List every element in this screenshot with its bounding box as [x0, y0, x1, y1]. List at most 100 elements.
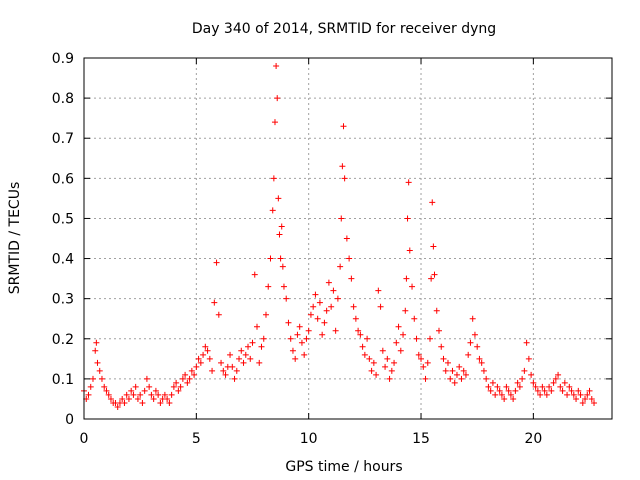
data-point: [337, 263, 344, 270]
data-point: [245, 343, 252, 350]
data-point: [238, 347, 245, 354]
data-point: [586, 387, 593, 394]
y-axis-label: SRMTID / TECUs: [7, 182, 23, 295]
data-point: [262, 311, 269, 318]
data-point: [427, 335, 434, 342]
data-point: [276, 231, 283, 238]
data-point: [359, 343, 366, 350]
x-tick-label: 5: [192, 431, 201, 447]
data-point: [298, 339, 305, 346]
data-point: [227, 351, 234, 358]
data-point: [406, 247, 413, 254]
data-point: [340, 123, 347, 130]
data-point: [305, 327, 312, 334]
data-point: [514, 379, 521, 386]
data-point: [350, 303, 357, 310]
data-point: [231, 375, 238, 382]
data-point: [430, 243, 437, 250]
data-point: [220, 367, 227, 374]
y-tick-label: 0.5: [52, 211, 74, 227]
data-point: [173, 379, 180, 386]
data-point: [377, 303, 384, 310]
data-point: [280, 283, 287, 290]
data-point: [575, 387, 582, 394]
data-point: [431, 271, 438, 278]
data-point: [494, 383, 501, 390]
data-point: [323, 307, 330, 314]
data-point: [87, 383, 94, 390]
x-tick-label: 0: [80, 431, 89, 447]
data-point: [141, 387, 148, 394]
data-point: [397, 347, 404, 354]
data-point: [211, 299, 218, 306]
data-point: [550, 379, 557, 386]
data-point: [296, 323, 303, 330]
data-point: [584, 391, 591, 398]
data-point: [267, 255, 274, 262]
data-point: [483, 375, 490, 382]
data-point: [188, 367, 195, 374]
data-point: [303, 335, 310, 342]
data-point: [277, 255, 284, 262]
data-point: [191, 371, 198, 378]
data-point: [258, 343, 265, 350]
data-point: [157, 399, 164, 406]
data-point: [492, 391, 499, 398]
data-point: [193, 363, 200, 370]
data-point: [418, 355, 425, 362]
data-point: [279, 263, 286, 270]
data-point: [334, 295, 341, 302]
data-point: [364, 335, 371, 342]
data-point: [388, 367, 395, 374]
data-point: [435, 327, 442, 334]
data-point: [498, 391, 505, 398]
data-point: [197, 359, 204, 366]
data-point: [462, 371, 469, 378]
x-tick-label: 10: [300, 431, 318, 447]
data-point: [155, 391, 162, 398]
chart-title: Day 340 of 2014, SRMTID for receiver dyn…: [192, 21, 496, 37]
data-point: [352, 315, 359, 322]
y-tick-label: 0: [65, 412, 74, 428]
data-point: [278, 223, 285, 230]
data-point: [428, 275, 435, 282]
data-point: [485, 383, 492, 390]
data-point: [539, 383, 546, 390]
data-point: [528, 371, 535, 378]
y-tick-label: 0.1: [52, 372, 74, 388]
data-point: [89, 375, 96, 382]
x-tick-label: 15: [412, 431, 430, 447]
data-point: [328, 303, 335, 310]
data-point: [469, 315, 476, 322]
data-point: [265, 283, 272, 290]
data-point: [503, 383, 510, 390]
data-point: [332, 327, 339, 334]
data-point: [170, 383, 177, 390]
data-point: [476, 355, 483, 362]
data-point: [148, 391, 155, 398]
data-point: [444, 359, 451, 366]
data-point: [566, 383, 573, 390]
data-point: [552, 375, 559, 382]
data-point: [471, 331, 478, 338]
data-point: [204, 347, 211, 354]
data-point: [177, 383, 184, 390]
y-tick-labels: 0 0.1 0.2 0.3 0.4 0.5 0.6 0.7 0.8 0.9: [52, 51, 74, 428]
data-point: [449, 367, 456, 374]
data-point: [429, 199, 436, 206]
data-point: [391, 359, 398, 366]
data-point: [382, 363, 389, 370]
data-point: [123, 391, 130, 398]
data-point: [218, 359, 225, 366]
data-point: [534, 387, 541, 394]
data-point: [137, 391, 144, 398]
data-point: [409, 283, 416, 290]
data-point: [420, 363, 427, 370]
data-point: [119, 395, 126, 402]
data-point: [458, 375, 465, 382]
data-point: [316, 299, 323, 306]
data-point: [379, 347, 386, 354]
data-point: [307, 311, 314, 318]
data-point: [591, 399, 598, 406]
data-point: [289, 347, 296, 354]
